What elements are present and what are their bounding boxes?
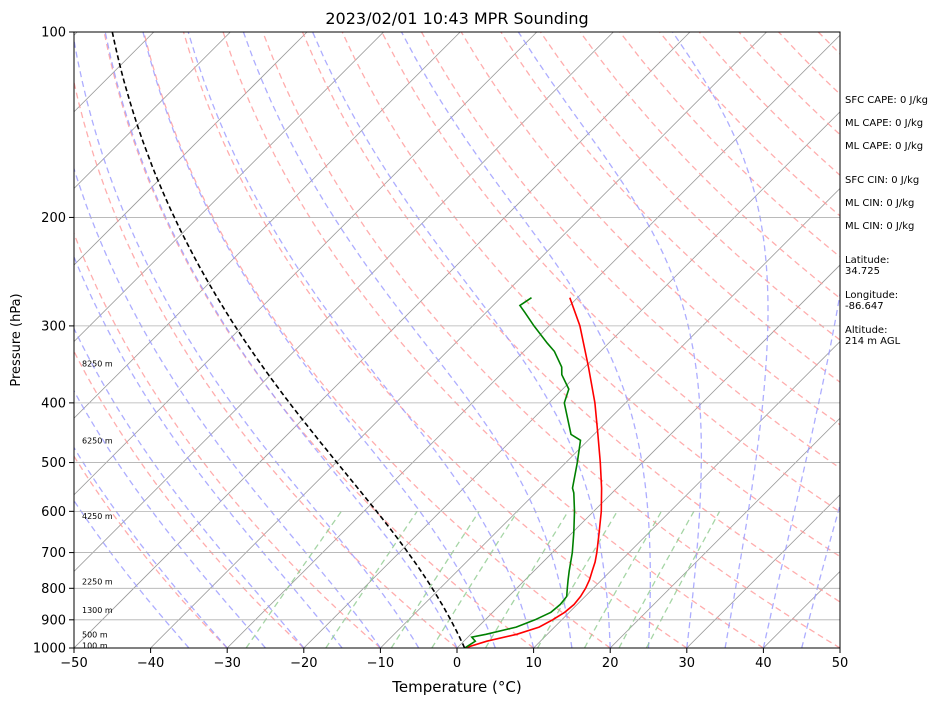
altitude-label: Altitude: 214 m AGL: [845, 325, 901, 347]
sfc-cape-label: SFC CAPE: 0 J/kg: [845, 95, 928, 106]
mixing-ratio-line: [645, 510, 721, 648]
sounding-profiles: [111, 32, 603, 648]
y-tick-label: 200: [41, 211, 66, 226]
x-axis-ticks: −50 −40 −30 −20 −10 0 10 20 30 40 50: [60, 648, 848, 671]
x-tick-label: 50: [832, 656, 849, 671]
x-tick-label: −20: [290, 656, 317, 671]
x-tick-label: 30: [679, 656, 696, 671]
x-tick-label: 20: [602, 656, 619, 671]
isotherm-line: [74, 32, 384, 343]
moist-adiabat-line: [142, 32, 496, 648]
y-axis-ticks: 1000 900 800 700 600 500 400 300 200 100: [33, 26, 74, 657]
mixing-ratio-line: [431, 510, 519, 648]
y-axis-label: Pressure (hPa): [9, 293, 24, 386]
moist-adiabat-line: [74, 36, 420, 648]
height-label: 100 m: [82, 641, 108, 650]
dry-adiabat-line: [579, 32, 840, 300]
dry-adiabat-line: [262, 32, 840, 648]
moist-adiabat-line: [517, 32, 703, 648]
moist-adiabat-line: [74, 446, 228, 648]
latitude-label: Latitude: 34.725: [845, 255, 890, 277]
mixing-ratio-line: [618, 510, 695, 648]
y-tick-label: 900: [41, 613, 66, 628]
dry-adiabat-line: [103, 32, 534, 648]
isotherm-line: [74, 32, 538, 496]
isotherm-line: [380, 187, 840, 648]
x-tick-label: −30: [213, 656, 240, 671]
y-tick-label: 600: [41, 505, 66, 520]
x-tick-label: −10: [367, 656, 394, 671]
x-tick-label: 40: [755, 656, 772, 671]
moist-adiabat-line: [801, 503, 840, 648]
dry-adiabat-line: [74, 231, 381, 648]
dry-adiabat-line: [143, 32, 611, 648]
isotherm-line: [74, 32, 461, 419]
mixing-ratio-line: [583, 510, 662, 648]
isotherm-line: [609, 417, 840, 648]
isotherm-line: [74, 32, 614, 572]
y-tick-label: 300: [41, 319, 66, 334]
background-lines: [0, 32, 840, 648]
height-label: 4250 m: [82, 512, 113, 521]
moist-adiabat-line: [242, 32, 573, 648]
dewpoint-profile-line: [464, 297, 582, 648]
y-tick-label: 700: [41, 546, 66, 561]
sfc-cin-label: SFC CIN: 0 J/kg: [845, 175, 920, 186]
mixing-ratio-line: [245, 510, 342, 648]
x-tick-label: 10: [525, 656, 542, 671]
moist-adiabat-line: [74, 499, 190, 648]
mixing-ratio-line: [325, 510, 418, 648]
isotherm-line: [226, 34, 840, 648]
ml-cape-label: ML CAPE: 0 J/kg: [845, 118, 924, 129]
longitude-label: Longitude: -86.647: [845, 290, 899, 312]
moist-adiabat-line: [400, 32, 651, 648]
y-tick-label: 1000: [33, 642, 66, 657]
y-tick-label: 100: [41, 26, 66, 41]
moist-adiabat-line: [762, 290, 840, 648]
isotherm-line: [74, 32, 308, 266]
isotherm-line: [150, 32, 767, 648]
isotherm-line: [0, 32, 1, 648]
mixing-ratio-line: [536, 510, 618, 648]
isotherm-line: [533, 341, 840, 648]
x-tick-label: 0: [453, 656, 461, 671]
dry-adiabat-line: [182, 32, 688, 648]
pressure-gridlines: [74, 217, 840, 621]
height-label: 500 m: [82, 630, 108, 639]
moist-adiabat-line: [104, 32, 458, 648]
y-tick-label: 800: [41, 582, 66, 597]
isotherm-line: [303, 111, 840, 648]
isotherm-line: [686, 494, 840, 648]
temperature-profile-line: [464, 297, 603, 648]
y-tick-label: 400: [41, 396, 66, 411]
ml-cin-label-2: ML CIN: 0 J/kg: [845, 221, 915, 232]
moist-adiabat-line: [672, 32, 769, 648]
ml-cape-label-2: ML CAPE: 0 J/kg: [845, 141, 924, 152]
y-tick-label: 500: [41, 456, 66, 471]
moist-adiabat-line: [74, 255, 343, 648]
height-label: 8250 m: [82, 359, 113, 368]
height-label: 6250 m: [82, 436, 113, 445]
height-label: 2250 m: [82, 578, 113, 587]
moist-adiabat-line: [74, 166, 381, 648]
moist-adiabat-line: [187, 32, 535, 648]
parcel-profile-line: [111, 32, 466, 648]
moist-adiabat-line: [312, 32, 611, 648]
isotherm-line: [74, 32, 691, 648]
x-tick-label: −40: [137, 656, 164, 671]
isotherm-line: [74, 32, 231, 189]
dry-adiabat-line: [74, 79, 458, 648]
dry-adiabat-line: [74, 349, 305, 648]
ml-cin-label: ML CIN: 0 J/kg: [845, 198, 915, 209]
isotherm-line: [456, 264, 840, 648]
x-axis-label: Temperature (°C): [391, 678, 521, 696]
mixing-ratio-line: [484, 510, 569, 648]
chart-title: 2023/02/01 10:43 MPR Sounding: [325, 9, 588, 28]
dry-adiabat-line: [222, 32, 764, 648]
x-tick-label: −50: [60, 656, 87, 671]
height-labels: 100 m 500 m 1300 m 2250 m 4250 m 6250 m 8250 m: [82, 359, 113, 650]
height-label: 1300 m: [82, 606, 113, 615]
mixing-ratio-line: [390, 510, 480, 648]
